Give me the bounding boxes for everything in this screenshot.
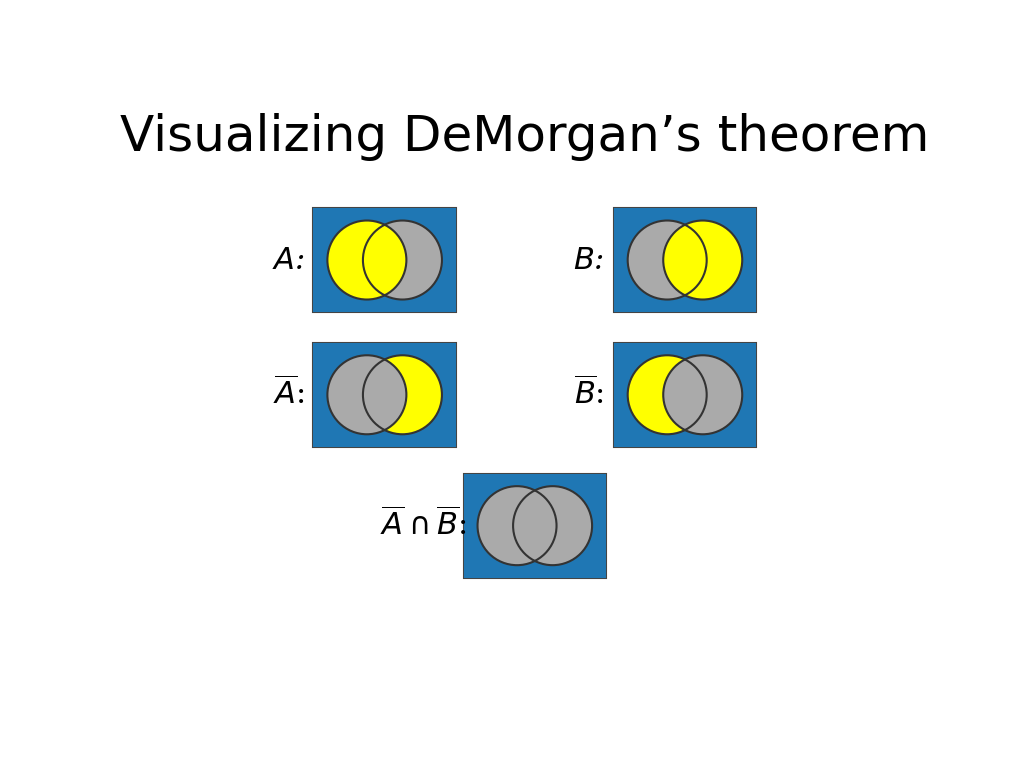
- Circle shape: [362, 220, 442, 300]
- Text: $\overline{A}$:: $\overline{A}$:: [272, 378, 304, 412]
- Circle shape: [628, 220, 707, 300]
- Polygon shape: [513, 491, 556, 561]
- Polygon shape: [362, 225, 407, 295]
- Circle shape: [328, 220, 407, 300]
- Text: $\overline{B}$:: $\overline{B}$:: [573, 378, 604, 412]
- Polygon shape: [664, 359, 707, 430]
- Bar: [313, 343, 456, 447]
- Bar: [464, 474, 606, 578]
- Text: $B$:: $B$:: [573, 244, 604, 276]
- Text: $\overline{A} \cap \overline{B}$:: $\overline{A} \cap \overline{B}$:: [380, 508, 467, 543]
- Text: Visualizing DeMorgan’s theorem: Visualizing DeMorgan’s theorem: [120, 113, 930, 161]
- Bar: [313, 208, 456, 312]
- Circle shape: [664, 220, 742, 300]
- Circle shape: [362, 356, 442, 434]
- Bar: [464, 474, 606, 578]
- Polygon shape: [664, 225, 707, 295]
- Circle shape: [513, 486, 592, 565]
- Bar: [613, 343, 756, 447]
- Bar: [313, 208, 456, 312]
- Polygon shape: [362, 359, 407, 430]
- Bar: [613, 208, 756, 312]
- Circle shape: [664, 356, 742, 434]
- Circle shape: [628, 356, 707, 434]
- Bar: [613, 208, 756, 312]
- Bar: [613, 343, 756, 447]
- Circle shape: [477, 486, 556, 565]
- Circle shape: [328, 356, 407, 434]
- Text: $A$:: $A$:: [272, 244, 305, 276]
- Bar: [313, 343, 456, 447]
